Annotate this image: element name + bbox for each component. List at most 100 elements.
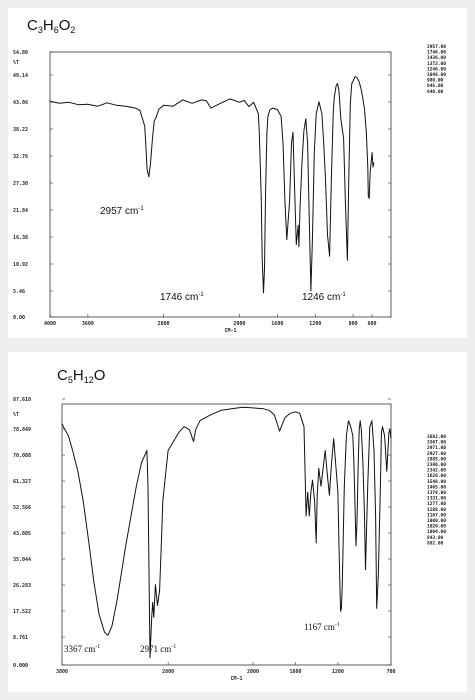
peak-list-item: 980.00 bbox=[427, 78, 444, 84]
y-tick-label: %T bbox=[13, 412, 19, 418]
plot-frame bbox=[49, 51, 392, 318]
y-tick-label: 38.22 bbox=[13, 127, 28, 133]
peak-list-item: 2971.00 bbox=[427, 445, 446, 451]
y-tick-label: 49.14 bbox=[13, 73, 28, 79]
peak-list-item: 1746.00 bbox=[427, 50, 446, 56]
peak-annotation-exponent: -1 bbox=[335, 622, 340, 628]
peak-annotation-exponent: -1 bbox=[95, 644, 100, 650]
title-2-sub-c: 5 bbox=[67, 375, 73, 385]
title-2-h: H bbox=[72, 367, 84, 384]
chart-2-title: C5H12O bbox=[57, 367, 105, 385]
y-tick-label: 35.044 bbox=[13, 557, 31, 563]
title-1-sub-o: 2 bbox=[70, 25, 76, 35]
peak-annotation: 2957 cm-1 bbox=[100, 206, 144, 217]
peak-list-item: 1188.00 bbox=[427, 507, 446, 513]
y-tick-label: 16.38 bbox=[13, 235, 28, 241]
y-tick-label: 61.327 bbox=[13, 479, 31, 485]
peak-list-item: 1331.00 bbox=[427, 496, 446, 502]
plot-frame bbox=[61, 403, 392, 666]
peak-annotation-value: 2971 cm bbox=[140, 644, 171, 654]
peak-list-item: 2927.00 bbox=[427, 451, 446, 457]
peak-list-item: 1277.00 bbox=[427, 501, 446, 507]
peak-annotation: 2971 cm-1 bbox=[140, 644, 176, 654]
peak-annotation-value: 1167 cm bbox=[304, 622, 335, 632]
y-tick-label: 52.566 bbox=[13, 505, 31, 511]
peak-list-item: 1372.00 bbox=[427, 61, 446, 67]
title-2-o: O bbox=[93, 367, 106, 384]
spectrum-line bbox=[49, 76, 375, 294]
peak-annotation: 3367 cm-1 bbox=[64, 644, 100, 654]
peak-list-item: 1020.00 bbox=[427, 524, 446, 530]
peak-list-item: 640.00 bbox=[427, 89, 444, 95]
x-tick-label: 3800 bbox=[56, 669, 68, 675]
x-tick-label: 2000 bbox=[233, 321, 245, 327]
chart-2-svg: 87.610 %T 78.849 70.088 61.327 52.566 43.805 35… bbox=[13, 397, 446, 682]
y-tick-label: 21.84 bbox=[13, 208, 28, 214]
peak-list-item: 845.00 bbox=[427, 83, 444, 89]
peak-annotation-exponent: -1 bbox=[198, 292, 204, 298]
peak-annotation-value: 3367 cm bbox=[64, 644, 95, 654]
x-tick-label: 2000 bbox=[247, 669, 259, 675]
y-tick-label: 54.80 bbox=[13, 50, 28, 56]
x-tick-label: 800 bbox=[349, 321, 358, 327]
peak-list-item: 1246.00 bbox=[427, 66, 446, 72]
peak-annotation-exponent: -1 bbox=[171, 644, 176, 650]
y-tick-label: %T bbox=[13, 60, 19, 66]
spectrum-panel-1: C3H6O2 54.80 %T 49.14 43.86 38.22 32.76 27.30 2… bbox=[8, 8, 467, 338]
peak-list-item: 882.00 bbox=[427, 540, 444, 546]
peak-annotation: 1246 cm-1 bbox=[302, 292, 346, 303]
x-axis-label: CM-1 bbox=[224, 328, 236, 334]
peak-annotation-exponent: -1 bbox=[138, 206, 144, 212]
peak-annotation: 1167 cm-1 bbox=[304, 622, 340, 632]
peak-list-item: 1048.00 bbox=[427, 72, 446, 78]
peak-list-item: 2380.00 bbox=[427, 462, 446, 468]
y-tick-label: 32.76 bbox=[13, 154, 28, 160]
peak-list-item: 3682.00 bbox=[427, 434, 446, 440]
y-tick-label: 0.000 bbox=[13, 663, 28, 669]
spectrum-line bbox=[61, 406, 392, 659]
peak-list-item: 1080.00 bbox=[427, 518, 446, 524]
y-tick-label: 26.283 bbox=[13, 583, 31, 589]
chart-1-title: C3H6O2 bbox=[27, 17, 75, 35]
x-tick-label: 1600 bbox=[271, 321, 283, 327]
x-tick-label: 1200 bbox=[332, 669, 344, 675]
title-1-c: C bbox=[27, 17, 38, 34]
peak-list-item: 1004.00 bbox=[427, 529, 446, 535]
peak-annotation-exponent: -1 bbox=[340, 292, 346, 298]
x-tick-label: 600 bbox=[368, 321, 377, 327]
title-1-sub-c: 3 bbox=[37, 25, 43, 35]
peak-annotation-value: 1246 cm bbox=[302, 292, 340, 303]
peak-list-item: 1167.00 bbox=[427, 512, 446, 518]
y-tick-label: 27.30 bbox=[13, 181, 28, 187]
peak-list-item: 1465.00 bbox=[427, 484, 446, 490]
peak-annotation-value: 2957 cm bbox=[100, 206, 138, 217]
title-2-c: C bbox=[57, 367, 68, 384]
x-tick-label: 700 bbox=[386, 669, 395, 675]
y-tick-label: 78.849 bbox=[13, 427, 31, 433]
peak-list-item: 2885.00 bbox=[427, 456, 446, 462]
peak-list-item: 1620.00 bbox=[427, 473, 446, 479]
y-tick-label: 8.761 bbox=[13, 635, 28, 641]
y-tick-label: 17.522 bbox=[13, 609, 31, 615]
y-tick-label: 10.92 bbox=[13, 262, 28, 268]
x-tick-label: 4000 bbox=[44, 321, 56, 327]
peak-list-item: 3367.00 bbox=[427, 440, 446, 446]
title-1-o: O bbox=[58, 17, 71, 34]
peak-annotation-value: 1746 cm bbox=[160, 292, 198, 303]
title-1-sub-h: 6 bbox=[53, 25, 59, 35]
peak-list-item: 843.00 bbox=[427, 535, 444, 541]
x-tick-label: 1600 bbox=[289, 669, 301, 675]
y-tick-label: 70.088 bbox=[13, 453, 31, 459]
y-tick-label: 5.46 bbox=[13, 289, 25, 295]
peak-list-item: 2957.00 bbox=[427, 44, 446, 50]
y-tick-label: 0.00 bbox=[13, 315, 25, 321]
x-tick-label: 3600 bbox=[82, 321, 94, 327]
peak-annotation: 1746 cm-1 bbox=[160, 292, 204, 303]
x-tick-label: 1200 bbox=[309, 321, 321, 327]
title-1-h: H bbox=[42, 17, 54, 34]
y-tick-label: 43.86 bbox=[13, 100, 28, 106]
x-axis-label: CM-1 bbox=[230, 676, 242, 682]
peak-list-item: 1436.00 bbox=[427, 55, 446, 61]
chart-1-svg: 54.80 %T 49.14 43.86 38.22 32.76 27.30 21.84 16.… bbox=[13, 44, 446, 334]
peak-list-item: 1548.00 bbox=[427, 479, 446, 485]
